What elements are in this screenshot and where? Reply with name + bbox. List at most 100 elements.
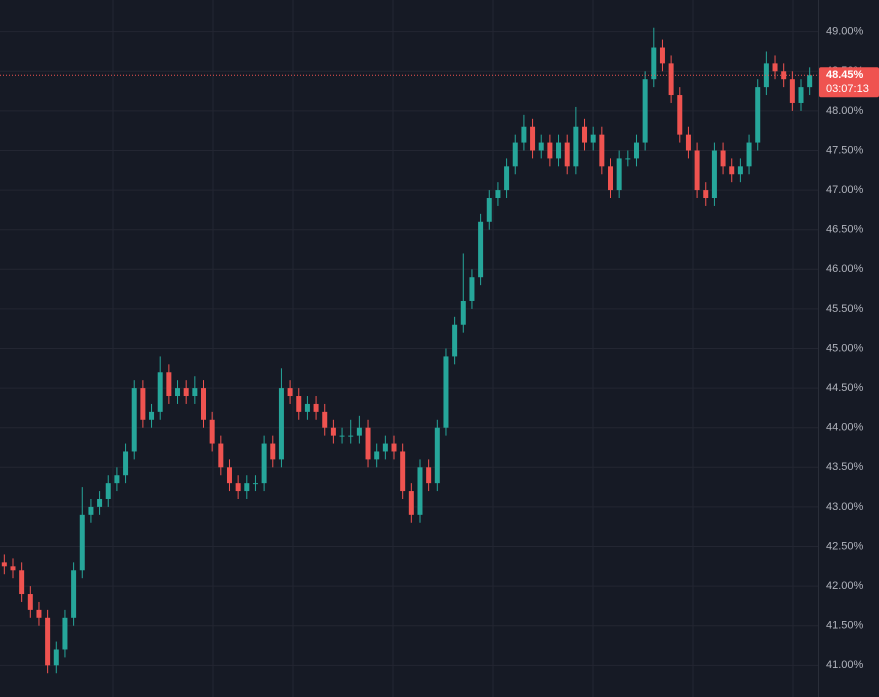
candle-body	[97, 498, 103, 507]
candle-body	[382, 443, 388, 452]
candle-body	[226, 467, 232, 484]
candle-body	[521, 126, 527, 143]
candle-body	[677, 95, 683, 135]
candle-body	[426, 467, 432, 484]
candle-body	[616, 158, 622, 191]
candle-body	[53, 649, 59, 666]
candle-body	[798, 87, 804, 103]
candle-body	[668, 63, 674, 96]
candle-body	[166, 372, 172, 397]
candle-body	[530, 126, 536, 151]
candle-body	[746, 142, 752, 167]
candle-body	[149, 411, 155, 420]
candle-body	[642, 79, 648, 143]
candle-body	[278, 388, 284, 460]
last-price-box	[819, 67, 879, 98]
candle-body	[608, 166, 613, 191]
candle-body	[633, 142, 639, 159]
candle-body	[599, 134, 605, 167]
candle-body	[209, 419, 215, 444]
candle-body	[330, 427, 336, 436]
candle-body	[356, 427, 362, 436]
y-tick-label: 44.00%	[826, 422, 864, 434]
candle-body	[720, 150, 726, 167]
candle-body	[201, 388, 206, 420]
candle-body	[27, 594, 33, 610]
candle-body	[365, 427, 371, 460]
y-tick-label: 43.50%	[826, 461, 864, 473]
candle-body	[478, 221, 484, 278]
candle-body	[443, 356, 449, 428]
y-tick-label: 46.00%	[826, 263, 864, 275]
candle-body	[123, 451, 129, 476]
candle-body	[313, 403, 319, 412]
candle-body	[131, 388, 137, 452]
candle-body	[400, 451, 406, 492]
candle-body	[45, 617, 51, 666]
candle-body	[296, 396, 302, 412]
candle-body	[235, 483, 241, 492]
candle-body	[62, 617, 68, 650]
candle-body	[218, 443, 224, 468]
candle-body	[157, 372, 163, 412]
candle-body	[287, 388, 293, 397]
candle-body	[504, 166, 510, 191]
candle-body	[19, 570, 25, 595]
candle-body	[71, 570, 77, 618]
candle-body	[261, 443, 267, 484]
y-tick-label: 47.00%	[826, 184, 864, 196]
candle-body	[244, 483, 250, 492]
candle-body	[79, 514, 85, 571]
candle-body	[408, 491, 414, 515]
candle-body	[469, 277, 475, 301]
candle-body	[460, 300, 466, 325]
y-tick-label: 42.00%	[826, 580, 864, 592]
candle-body	[374, 451, 380, 460]
candle-body	[192, 388, 198, 397]
candle-body	[711, 150, 717, 199]
y-tick-label: 41.00%	[826, 659, 864, 671]
y-tick-label: 49.00%	[826, 26, 864, 38]
y-tick-label: 48.00%	[826, 105, 864, 117]
candle-body	[573, 126, 579, 167]
candle-body	[685, 134, 691, 151]
candle-body	[659, 47, 665, 64]
candle-body	[183, 388, 189, 397]
y-tick-label: 45.00%	[826, 342, 864, 354]
candle-body	[452, 324, 458, 357]
candle-body	[807, 75, 813, 88]
candle-body	[175, 388, 181, 397]
candle-body	[564, 142, 570, 167]
candle-body	[10, 566, 16, 571]
candle-body	[694, 150, 700, 191]
candle-body	[547, 142, 553, 159]
candle-body	[140, 388, 146, 420]
candle-body	[348, 435, 354, 437]
candle-body	[582, 126, 588, 143]
y-tick-label: 42.50%	[826, 540, 864, 552]
candle-body	[417, 467, 423, 515]
countdown: 03:07:13	[826, 83, 869, 95]
candle-body	[763, 63, 769, 88]
y-tick-label: 47.50%	[826, 144, 864, 156]
y-tick-label: 46.50%	[826, 224, 864, 236]
candle-body	[755, 87, 761, 143]
candle-body	[772, 63, 778, 72]
candle-body	[252, 483, 258, 485]
candle-body	[114, 475, 120, 484]
y-tick-label: 45.50%	[826, 303, 864, 315]
y-tick-label: 43.00%	[826, 501, 864, 513]
candle-body	[625, 158, 631, 160]
candle-body	[105, 483, 111, 499]
candle-body	[737, 166, 743, 175]
y-tick-label: 44.50%	[826, 382, 864, 394]
candle-body	[651, 47, 657, 80]
candle-body	[36, 609, 42, 618]
candle-body	[391, 443, 397, 452]
candle-body	[339, 435, 345, 437]
candle-body	[789, 79, 795, 103]
candle-body	[512, 142, 518, 167]
candle-body	[304, 403, 310, 412]
